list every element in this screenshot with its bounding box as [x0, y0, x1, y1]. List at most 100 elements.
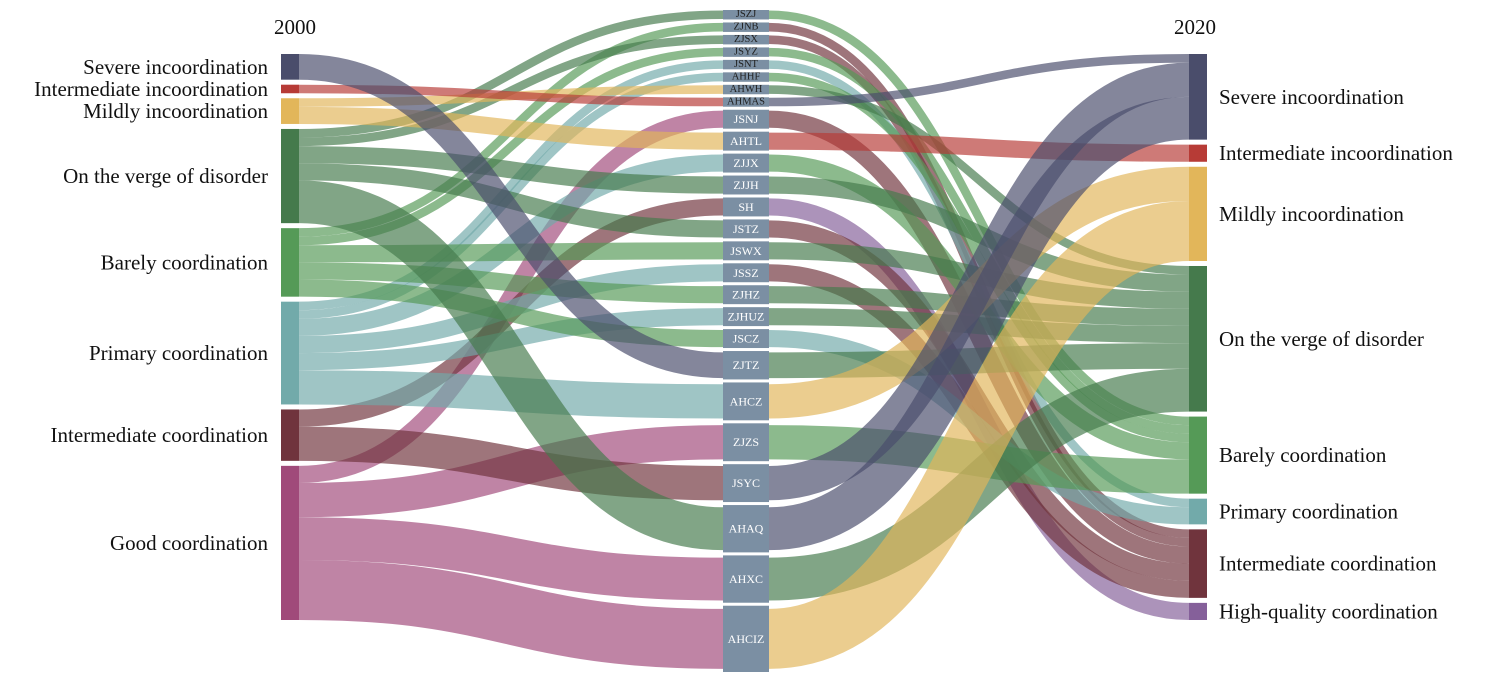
city-node-ahhf [723, 72, 769, 82]
city-label-jscz: JSCZ [733, 332, 760, 346]
city-node-jssz [723, 263, 769, 283]
left-node-barely-coordination [281, 228, 299, 297]
left-year-label: 2000 [274, 15, 316, 39]
city-node-ahciz [723, 605, 769, 672]
flow-left-ahciz [298, 560, 724, 669]
city-node-zjsx [723, 34, 769, 45]
flow-left-zjhz [298, 262, 724, 304]
city-node-ahaq [723, 505, 769, 553]
right-label-barely-coordination: Barely coordination [1219, 443, 1387, 467]
city-label-ahmas: AHMAS [727, 97, 765, 108]
right-label-intermediate-coordination: Intermediate coordination [1219, 552, 1437, 576]
city-node-jstz [723, 219, 769, 239]
city-node-jsnj [723, 109, 769, 129]
city-label-jsyz: JSYZ [734, 47, 758, 58]
right-label-on-the-verge-of-disorder: On the verge of disorder [1219, 327, 1424, 351]
left-label-intermediate-coordination: Intermediate coordination [51, 423, 269, 447]
left-label-severe-incoordination: Severe incoordination [83, 55, 268, 79]
city-label-jsyc: JSYC [732, 476, 760, 490]
right-node-intermediate-coordination [1189, 529, 1207, 598]
city-node-ahtl [723, 131, 769, 151]
city-node-ahcz [723, 382, 769, 421]
right-node-severe-incoordination [1189, 54, 1207, 140]
city-label-sh: SH [738, 200, 754, 214]
left-label-barely-coordination: Barely coordination [101, 250, 269, 274]
left-category-nodes [281, 54, 299, 620]
city-label-jsnj: JSNJ [734, 112, 759, 126]
right-node-high-quality-coordination [1189, 602, 1207, 620]
left-node-intermediate-coordination [281, 409, 299, 461]
city-label-zjhuz: ZJHUZ [728, 310, 765, 324]
flow-right-ahmas [768, 54, 1190, 107]
right-label-severe-incoordination: Severe incoordination [1219, 85, 1404, 109]
left-node-good-coordination [281, 465, 299, 620]
flow-left-jsyc [298, 426, 724, 501]
flow-left-zjsx [298, 35, 724, 147]
city-node-zjtz [723, 351, 769, 380]
city-node-ahxc [723, 555, 769, 603]
city-node-ahwh [723, 84, 769, 95]
city-label-zjnb: ZJNB [733, 22, 758, 33]
right-label-intermediate-incoordination: Intermediate incoordination [1219, 141, 1453, 165]
right-label-mildly-incoordination: Mildly incoordination [1219, 202, 1404, 226]
city-label-jstz: JSTZ [733, 222, 759, 236]
city-label-ahxc: AHXC [729, 572, 763, 586]
flow-left-jszj [298, 10, 724, 138]
city-node-ahmas [723, 97, 769, 107]
city-label-ahcz: AHCZ [730, 394, 763, 408]
city-node-zjzs [723, 423, 769, 462]
flow-left-zjjh [298, 146, 724, 194]
city-label-jssz: JSSZ [733, 266, 758, 280]
flow-layer [298, 10, 1191, 669]
right-year-label: 2020 [1174, 15, 1216, 39]
flow-left-ahaq [298, 180, 724, 551]
city-node-zjhz [723, 285, 769, 305]
city-label-ahaq: AHAQ [729, 522, 764, 536]
right-node-mildly-incoordination [1189, 166, 1207, 261]
city-label-jswx: JSWX [730, 244, 762, 258]
city-node-zjjh [723, 175, 769, 195]
flow-left-zjtz [298, 54, 724, 379]
left-node-on-the-verge-of-disorder [281, 128, 299, 224]
city-node-zjnb [723, 22, 769, 32]
flow-right-ahciz [767, 201, 1191, 669]
city-label-ahtl: AHTL [730, 134, 762, 148]
left-label-on-the-verge-of-disorder: On the verge of disorder [63, 164, 268, 188]
right-label-primary-coordination: Primary coordination [1219, 500, 1399, 524]
city-label-zjjh: ZJJH [733, 178, 759, 192]
city-label-ahciz: AHCIZ [728, 632, 765, 646]
city-label-zjtz: ZJTZ [733, 358, 760, 372]
right-node-barely-coordination [1189, 416, 1207, 494]
flow-left-ahtl [298, 106, 724, 150]
city-label-jszj: JSZJ [736, 9, 756, 20]
city-label-jsnt: JSNT [734, 59, 759, 70]
left-label-intermediate-incoordination: Intermediate incoordination [34, 77, 268, 101]
left-node-mildly-incoordination [281, 98, 299, 124]
city-label-ahhf: AHHF [732, 72, 761, 83]
city-node-jsyc [723, 464, 769, 503]
right-category-nodes [1189, 54, 1207, 620]
city-label-zjhz: ZJHZ [732, 288, 760, 302]
right-node-on-the-verge-of-disorder [1189, 265, 1207, 412]
city-label-zjjx: ZJJX [733, 156, 759, 170]
flow-left-jswx [298, 242, 724, 263]
city-label-ahwh: AHWH [730, 84, 763, 95]
right-node-intermediate-incoordination [1189, 144, 1207, 162]
city-node-jsnt [723, 59, 769, 70]
left-label-mildly-incoordination: Mildly incoordination [83, 99, 268, 123]
city-label-zjzs: ZJZS [733, 435, 759, 449]
city-node-zjjx [723, 153, 769, 173]
city-node-jsyz [723, 47, 769, 57]
flow-right-ahaq [768, 96, 1190, 551]
left-label-good-coordination: Good coordination [110, 531, 269, 555]
right-label-high-quality-coordination: High-quality coordination [1219, 599, 1438, 623]
left-node-intermediate-incoordination [281, 84, 299, 94]
left-node-severe-incoordination [281, 54, 299, 80]
city-node-jswx [723, 241, 769, 261]
city-node-sh [723, 197, 769, 217]
flow-left-ahxc [298, 517, 724, 601]
left-label-primary-coordination: Primary coordination [89, 341, 269, 365]
